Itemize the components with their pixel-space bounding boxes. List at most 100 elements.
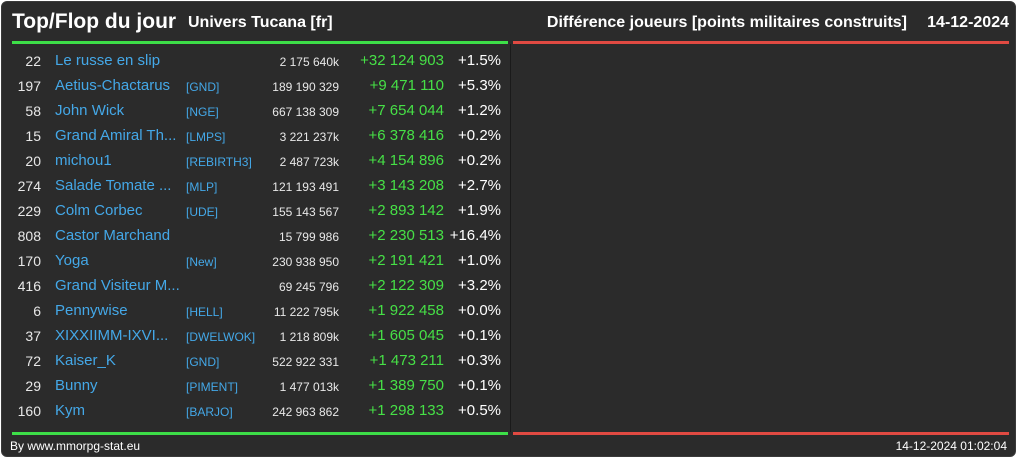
alliance-tag-link[interactable]: [GND] (186, 355, 220, 369)
table-row: 808 Castor Marchand 15 799 986 +2 230 513 +1… (12, 224, 508, 249)
site-credit: By www.mmorpg-stat.eu (10, 439, 141, 453)
player-name-link[interactable]: Salade Tomate ... (55, 177, 172, 194)
player-points: 15 799 986 (278, 230, 339, 244)
alliance-tag-link[interactable]: [PIMENT] (186, 380, 239, 394)
player-points: 3 221 237k (279, 130, 339, 144)
player-points: 189 190 329 (272, 80, 339, 94)
player-name-link[interactable]: Le russe en slip (55, 52, 161, 69)
flop-list-bottom-divider (513, 432, 1009, 435)
player-name-link[interactable]: Colm Corbec (55, 202, 143, 219)
percent-change: +0.2% (458, 127, 501, 144)
percent-change: +1.2% (458, 102, 501, 119)
table-row: 197 Aetius-Chactarus [GND] 189 190 329 +9 47… (12, 74, 508, 99)
player-rank: 22 (25, 53, 41, 69)
player-rank: 160 (17, 403, 41, 419)
table-row: 29 Bunny [PIMENT] 1 477 013k +1 389 750 +0.1% (12, 374, 508, 399)
player-name-link[interactable]: Kaiser_K (55, 352, 116, 369)
player-name-link[interactable]: XIXXIIMM-IXVI... (55, 327, 169, 344)
player-points: 522 922 331 (272, 355, 339, 369)
player-rank: 229 (17, 203, 41, 219)
percent-change: +16.4% (449, 227, 501, 244)
player-points: 2 175 640k (279, 55, 339, 69)
player-name-link[interactable]: Pennywise (55, 302, 128, 319)
alliance-tag-link[interactable]: [HELL] (186, 305, 223, 319)
alliance-tag-link[interactable]: [BARJO] (186, 405, 233, 419)
player-rank: 197 (17, 78, 41, 94)
points-difference: +1 298 133 (368, 402, 445, 419)
alliance-tag-link[interactable]: [MLP] (186, 180, 218, 194)
points-difference: +1 473 211 (369, 352, 444, 369)
player-points: 155 143 567 (272, 205, 339, 219)
player-name-link[interactable]: Grand Amiral Th... (55, 127, 177, 144)
percent-change: +3.2% (458, 277, 501, 294)
points-difference: +7 654 044 (368, 102, 445, 119)
top-losers-list (513, 49, 1009, 429)
player-points: 1 477 013k (279, 380, 339, 394)
page-title: Top/Flop du jour (12, 10, 177, 33)
percent-change: +0.0% (458, 302, 501, 319)
table-row: 37 XIXXIIMM-IXVI... [DWELWOK] 1 218 809k +1 … (12, 324, 508, 349)
player-points: 121 193 491 (272, 180, 339, 194)
points-difference: +9 471 110 (369, 77, 444, 94)
player-rank: 37 (25, 328, 41, 344)
points-difference: +4 154 896 (368, 152, 445, 169)
alliance-tag-link[interactable]: [UDE] (186, 205, 219, 219)
player-points: 2 487 723k (279, 155, 339, 169)
player-name-link[interactable]: Grand Visiteur M... (55, 277, 180, 294)
percent-change: +1.5% (458, 52, 501, 69)
player-rank: 808 (17, 228, 41, 244)
alliance-tag-link[interactable]: [DWELWOK] (186, 330, 256, 344)
table-row: 6 Pennywise [HELL] 11 222 795k +1 922 458 +0.… (12, 299, 508, 324)
points-difference: +32 124 903 (360, 52, 444, 69)
player-rank: 15 (25, 128, 41, 144)
player-name-link[interactable]: John Wick (55, 102, 125, 119)
points-difference: +1 389 750 (368, 377, 445, 394)
points-difference: +1 922 458 (368, 302, 445, 319)
header: Top/Flop du jour Univers Tucana [fr] Dif… (2, 2, 1017, 40)
column-separator (510, 44, 511, 432)
player-name-link[interactable]: Castor Marchand (55, 227, 171, 244)
table-row: 229 Colm Corbec [UDE] 155 143 567 +2 893 142… (12, 199, 508, 224)
alliance-tag-link[interactable]: [LMPS] (186, 130, 226, 144)
table-row: 274 Salade Tomate ... [MLP] 121 193 491 +3 1… (12, 174, 508, 199)
points-difference: +2 893 142 (368, 202, 445, 219)
percent-change: +1.9% (458, 202, 501, 219)
player-name-link[interactable]: michou1 (55, 152, 112, 169)
header-date: 14-12-2024 (927, 14, 1009, 31)
alliance-tag-link[interactable]: [New] (186, 255, 217, 269)
table-row: 58 John Wick [NGE] 667 138 309 +7 654 044 +1.… (12, 99, 508, 124)
table-row: 416 Grand Visiteur M... 69 245 796 +2 122 3… (12, 274, 508, 299)
player-points: 230 938 950 (272, 255, 339, 269)
top-gainers-list: 22 Le russe en slip 2 175 640k +32 124 903 +… (12, 49, 508, 429)
alliance-tag-link[interactable]: [NGE] (186, 105, 219, 119)
percent-change: +5.3% (458, 77, 501, 94)
player-name-link[interactable]: Bunny (55, 377, 98, 394)
player-rank: 58 (25, 103, 41, 119)
player-points: 69 245 796 (278, 280, 339, 294)
top-list-bottom-divider (12, 432, 508, 435)
percent-change: +2.7% (458, 177, 501, 194)
table-row: 22 Le russe en slip 2 175 640k +32 124 903 +… (12, 49, 508, 74)
universe-label: Univers Tucana [fr] (188, 14, 333, 31)
player-name-link[interactable]: Aetius-Chactarus (55, 77, 171, 94)
points-difference: +2 230 513 (368, 227, 445, 244)
player-rank: 416 (17, 278, 41, 294)
points-difference: +2 122 309 (368, 277, 445, 294)
percent-change: +0.1% (458, 327, 501, 344)
percent-change: +0.2% (458, 152, 501, 169)
player-rank: 20 (25, 153, 41, 169)
table-row: 72 Kaiser_K [GND] 522 922 331 +1 473 211 +0.3… (12, 349, 508, 374)
alliance-tag-link[interactable]: [REBIRTH3] (186, 155, 252, 169)
points-difference: +6 378 416 (368, 127, 445, 144)
player-rank: 72 (25, 353, 41, 369)
player-points: 242 963 862 (272, 405, 339, 419)
table-row: 170 Yoga [New] 230 938 950 +2 191 421 +1.0% (12, 249, 508, 274)
percent-change: +0.1% (458, 377, 501, 394)
player-points: 11 222 795k (273, 305, 339, 319)
generated-timestamp: 14-12-2024 01:02:04 (895, 439, 1007, 453)
alliance-tag-link[interactable]: [GND] (186, 80, 220, 94)
player-name-link[interactable]: Yoga (55, 252, 89, 269)
table-row: 15 Grand Amiral Th... [LMPS] 3 221 237k +6 3… (12, 124, 508, 149)
player-name-link[interactable]: Kym (55, 402, 85, 419)
